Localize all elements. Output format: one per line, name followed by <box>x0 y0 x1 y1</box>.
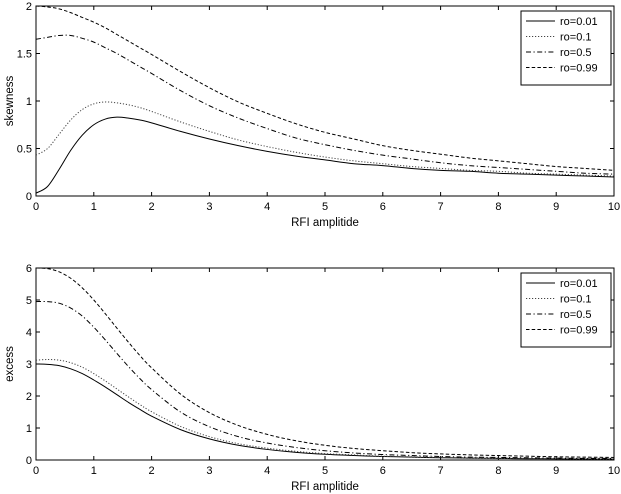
x-tick-label: 5 <box>322 465 328 477</box>
x-tick-label: 10 <box>608 201 620 213</box>
x-tick-label: 8 <box>495 201 501 213</box>
y-tick-label: 0.5 <box>17 144 32 156</box>
x-tick-label: 8 <box>495 465 501 477</box>
legend-box <box>520 10 612 86</box>
legend-label: ro=0.1 <box>560 294 592 306</box>
y-tick-label: 6 <box>26 263 32 275</box>
legend-label: ro=0.99 <box>560 63 598 75</box>
x-tick-label: 4 <box>264 201 270 213</box>
x-tick-label: 1 <box>91 465 97 477</box>
x-axis-label: RFI amplitide <box>291 217 359 229</box>
series-line-ro=0.99 <box>36 6 614 171</box>
legend-box <box>520 272 612 348</box>
legend: ro=0.01 ro=0.1 ro=0.5 ro=0.99 <box>520 10 612 86</box>
x-tick-label: 6 <box>380 465 386 477</box>
x-tick-label: 9 <box>553 201 559 213</box>
x-tick-label: 6 <box>380 201 386 213</box>
y-axis-label: skewness <box>4 76 16 127</box>
y-axis-label: excess <box>4 346 16 382</box>
x-tick-label: 10 <box>608 465 620 477</box>
x-tick-label: 2 <box>149 465 155 477</box>
series-line-ro=0.1 <box>36 359 614 460</box>
series-line-ro=0.5 <box>36 300 614 459</box>
legend-label: ro=0.99 <box>560 325 598 337</box>
legend-label: ro=0.01 <box>560 16 598 28</box>
y-tick-label: 1.5 <box>17 49 32 61</box>
x-tick-label: 7 <box>438 465 444 477</box>
y-tick-label: 3 <box>26 359 32 371</box>
x-tick-label: 9 <box>553 465 559 477</box>
x-axis-label: RFI amplitide <box>291 481 359 493</box>
y-tick-label: 2 <box>26 391 32 403</box>
x-tick-label: 2 <box>149 201 155 213</box>
x-tick-label: 5 <box>322 201 328 213</box>
series-line-ro=0.1 <box>36 101 614 177</box>
x-tick-label: 0 <box>33 201 39 213</box>
series-line-ro=0.99 <box>36 268 614 458</box>
series-line-ro=0.01 <box>36 363 614 460</box>
x-tick-label: 3 <box>206 201 212 213</box>
y-tick-label: 2 <box>26 1 32 13</box>
y-tick-label: 1 <box>26 96 32 108</box>
legend-label: ro=0.5 <box>560 309 592 321</box>
y-tick-label: 5 <box>26 295 32 307</box>
x-tick-label: 0 <box>33 465 39 477</box>
y-tick-label: 1 <box>26 423 32 435</box>
chart-panel-2: 0 1 2 3 4 5 6 7 8 9 10 0 1 2 3 4 5 6 RFI amplitide excess ro… <box>4 263 620 493</box>
legend-label: ro=0.5 <box>560 47 592 59</box>
legend-label: ro=0.01 <box>560 278 598 290</box>
y-tick-label: 4 <box>26 327 32 339</box>
x-tick-label: 4 <box>264 465 270 477</box>
x-tick-label: 7 <box>438 201 444 213</box>
series-line-ro=0.01 <box>36 116 614 194</box>
x-tick-label: 3 <box>206 465 212 477</box>
y-tick-label: 0 <box>26 191 32 203</box>
x-tick-label: 1 <box>91 201 97 213</box>
chart-panel-1: 0 1 2 3 4 5 6 7 8 9 10 0 0.5 1 1.5 2 RFI amplitide skewne… <box>4 1 620 229</box>
legend-label: ro=0.1 <box>560 32 592 44</box>
legend: ro=0.01 ro=0.1 ro=0.5 ro=0.99 <box>520 272 612 348</box>
y-tick-label: 0 <box>26 455 32 467</box>
